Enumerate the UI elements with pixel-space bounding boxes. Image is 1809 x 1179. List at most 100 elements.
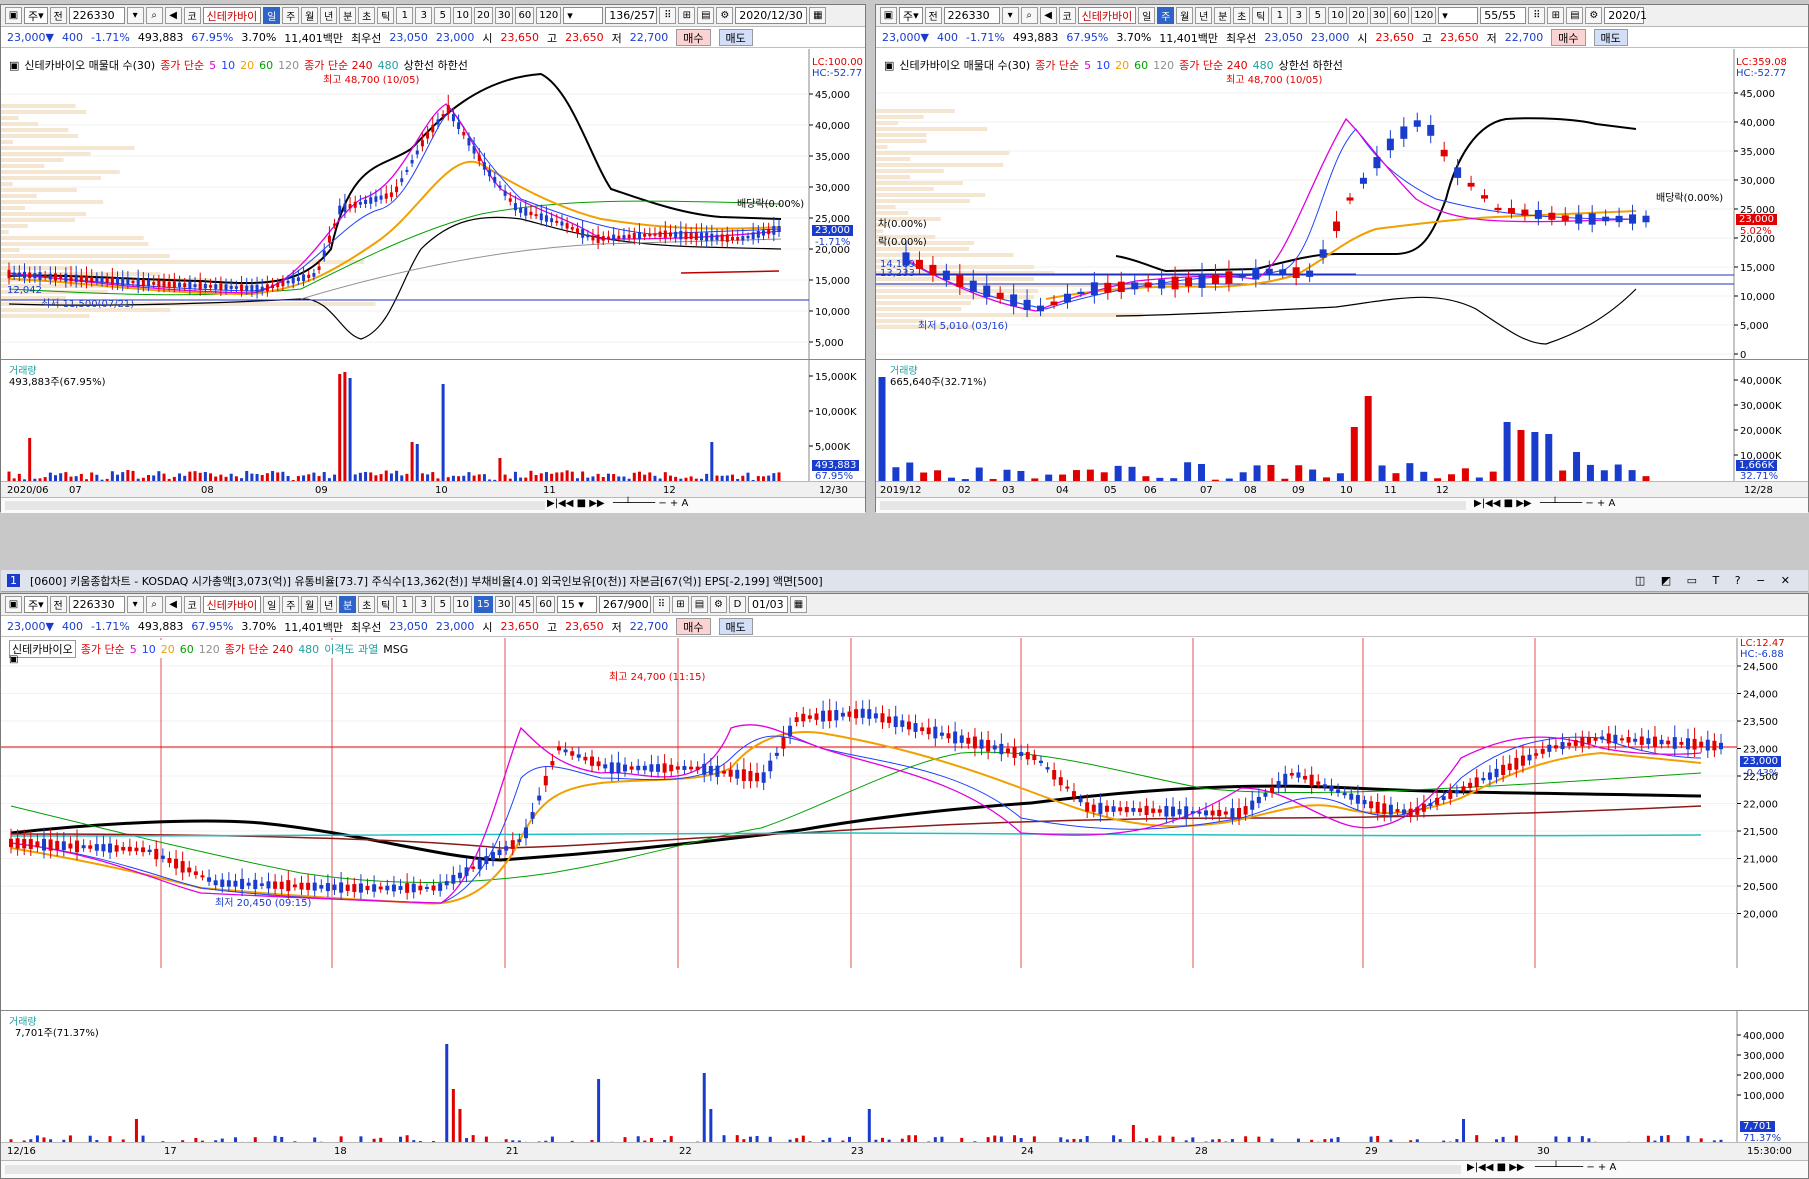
speaker-icon[interactable]: ◀: [1039, 7, 1057, 24]
volume-chart[interactable]: 40,000K 30,000K 20,000K 10,000K 거래량 665,640…: [876, 359, 1808, 481]
period-day-button[interactable]: 일: [263, 596, 281, 613]
d-checkbox[interactable]: D: [728, 596, 746, 613]
minute-select[interactable]: 15 ▾: [556, 596, 597, 613]
n-button[interactable]: 30: [494, 7, 514, 24]
chart-icon[interactable]: ⊞: [1547, 7, 1565, 24]
min-button[interactable]: 3: [415, 596, 433, 613]
scroll-bar[interactable]: ▶|◀◀ ■ ▶▶ ──┴──── − + A: [1, 497, 865, 513]
ko-button[interactable]: 코: [183, 7, 201, 24]
buy-button[interactable]: 매수: [676, 618, 711, 635]
code-input[interactable]: 226330: [68, 7, 125, 24]
nav-controls-icon[interactable]: ▶|◀◀ ■ ▶▶: [1467, 1162, 1525, 1173]
market-select[interactable]: 주 ▾: [24, 596, 48, 613]
min-button[interactable]: 60: [536, 596, 555, 613]
price-chart[interactable]: 45,000 40,000 35,000 30,000 25,000 20,000 15,0…: [876, 49, 1808, 359]
grid-icon[interactable]: ⠿: [659, 7, 677, 24]
price-chart[interactable]: 24,500 24,000 23,500 23,000 22,500 22,000 21,5…: [1, 638, 1808, 968]
settings-icon[interactable]: ⚙: [716, 7, 734, 24]
period-year-button[interactable]: 년: [320, 596, 338, 613]
scroll-track[interactable]: [880, 501, 1466, 510]
min-button[interactable]: 10: [453, 596, 472, 613]
period-day-button[interactable]: 일: [1138, 7, 1156, 24]
period-week-button[interactable]: 주: [282, 7, 300, 24]
n-button[interactable]: 10: [1328, 7, 1347, 24]
period-month-button[interactable]: 월: [301, 7, 319, 24]
dropdown-icon[interactable]: ▾: [1001, 7, 1019, 24]
market-select[interactable]: 주 ▾: [24, 7, 48, 24]
n-button[interactable]: 30: [1369, 7, 1389, 24]
dropdown-icon[interactable]: ▾: [126, 596, 144, 613]
period-min-button[interactable]: 분: [1214, 7, 1232, 24]
jeon-button[interactable]: 전: [49, 7, 67, 24]
period-week-button[interactable]: 주: [282, 596, 300, 613]
nav-controls-icon[interactable]: ▶|◀◀ ■ ▶▶: [547, 498, 605, 509]
period-month-button[interactable]: 월: [1176, 7, 1194, 24]
volume-chart[interactable]: 400,000 300,000 200,000 100,000 거래량 7,701주(…: [1, 1010, 1808, 1148]
save-icon[interactable]: ▤: [690, 596, 708, 613]
period-sec-button[interactable]: 초: [358, 596, 376, 613]
ko-button[interactable]: 코: [1058, 7, 1076, 24]
buy-button[interactable]: 매수: [1551, 29, 1586, 46]
nav-controls-icon[interactable]: ▶|◀◀ ■ ▶▶: [1474, 498, 1532, 509]
date-field[interactable]: 2020/12/30: [735, 7, 808, 24]
count-field[interactable]: 55/55: [1480, 7, 1527, 24]
n-button[interactable]: 20: [1349, 7, 1368, 24]
period-tick-button[interactable]: 틱: [377, 7, 395, 24]
period-min-button[interactable]: 분: [339, 7, 357, 24]
min-button[interactable]: 45: [515, 596, 535, 613]
n-button[interactable]: 1: [1271, 7, 1289, 24]
zoom-slider[interactable]: ──┴──── − + A: [613, 498, 689, 509]
custom-period-input[interactable]: ▾: [563, 7, 604, 24]
calendar-icon[interactable]: ▦: [809, 7, 827, 24]
n-button[interactable]: 1: [396, 7, 414, 24]
date-field[interactable]: 2020/1: [1604, 7, 1647, 24]
search-icon[interactable]: ⌕: [1020, 7, 1038, 24]
min-button[interactable]: 15: [474, 596, 493, 613]
search-icon[interactable]: ⌕: [145, 596, 163, 613]
period-min-button[interactable]: 분: [339, 596, 357, 613]
zoom-slider[interactable]: ──┴──── − + A: [1540, 498, 1616, 509]
count-field[interactable]: 136/257: [605, 7, 658, 24]
window-controls-icon[interactable]: ◫ ◩ ▭ T ? − ✕: [1634, 574, 1796, 587]
scroll-track[interactable]: [5, 1165, 1461, 1174]
min-button[interactable]: 1: [396, 596, 414, 613]
n-button[interactable]: 5: [1309, 7, 1327, 24]
save-icon[interactable]: ▤: [697, 7, 715, 24]
speaker-icon[interactable]: ◀: [164, 7, 182, 24]
price-chart[interactable]: 45,000 40,000 35,000 30,000 25,000 20,000 15,0…: [1, 49, 865, 359]
sell-button[interactable]: 매도: [1593, 29, 1628, 46]
jeon-button[interactable]: 전: [49, 596, 67, 613]
grid-icon[interactable]: ⠿: [652, 596, 670, 613]
n-button[interactable]: 10: [453, 7, 472, 24]
n-button[interactable]: 120: [536, 7, 562, 24]
custom-period-input[interactable]: ▾: [1438, 7, 1479, 24]
dropdown-icon[interactable]: ▾: [126, 7, 144, 24]
jeon-button[interactable]: 전: [924, 7, 942, 24]
period-tick-button[interactable]: 틱: [1252, 7, 1270, 24]
scroll-bar[interactable]: ▶|◀◀ ■ ▶▶ ──┴──── − + A: [876, 497, 1808, 513]
zoom-slider[interactable]: ───┴──── − + A: [1535, 1162, 1617, 1173]
scroll-track[interactable]: [5, 501, 545, 510]
sell-button[interactable]: 매도: [718, 618, 753, 635]
n-button[interactable]: 60: [515, 7, 535, 24]
stock-name[interactable]: 신테카바이: [1077, 7, 1137, 24]
period-sec-button[interactable]: 초: [358, 7, 376, 24]
settings-icon[interactable]: ⚙: [1585, 7, 1603, 24]
code-input[interactable]: 226330: [943, 7, 1000, 24]
period-year-button[interactable]: 년: [320, 7, 338, 24]
min-button[interactable]: 30: [494, 596, 514, 613]
code-input[interactable]: 226330: [68, 596, 125, 613]
calendar-icon[interactable]: ▦: [789, 596, 807, 613]
ko-button[interactable]: 코: [183, 596, 201, 613]
date-field[interactable]: 01/03: [747, 596, 788, 613]
chart-icon[interactable]: ⊞: [671, 596, 689, 613]
n-button[interactable]: 20: [474, 7, 493, 24]
count-field[interactable]: 267/900: [598, 596, 651, 613]
n-button[interactable]: 3: [415, 7, 433, 24]
stock-name[interactable]: 신테카바이: [202, 7, 262, 24]
sell-button[interactable]: 매도: [718, 29, 753, 46]
window-menu-icon[interactable]: ▣: [880, 7, 897, 24]
chart-icon[interactable]: ⊞: [678, 7, 696, 24]
period-week-button[interactable]: 주: [1157, 7, 1175, 24]
settings-icon[interactable]: ⚙: [709, 596, 727, 613]
